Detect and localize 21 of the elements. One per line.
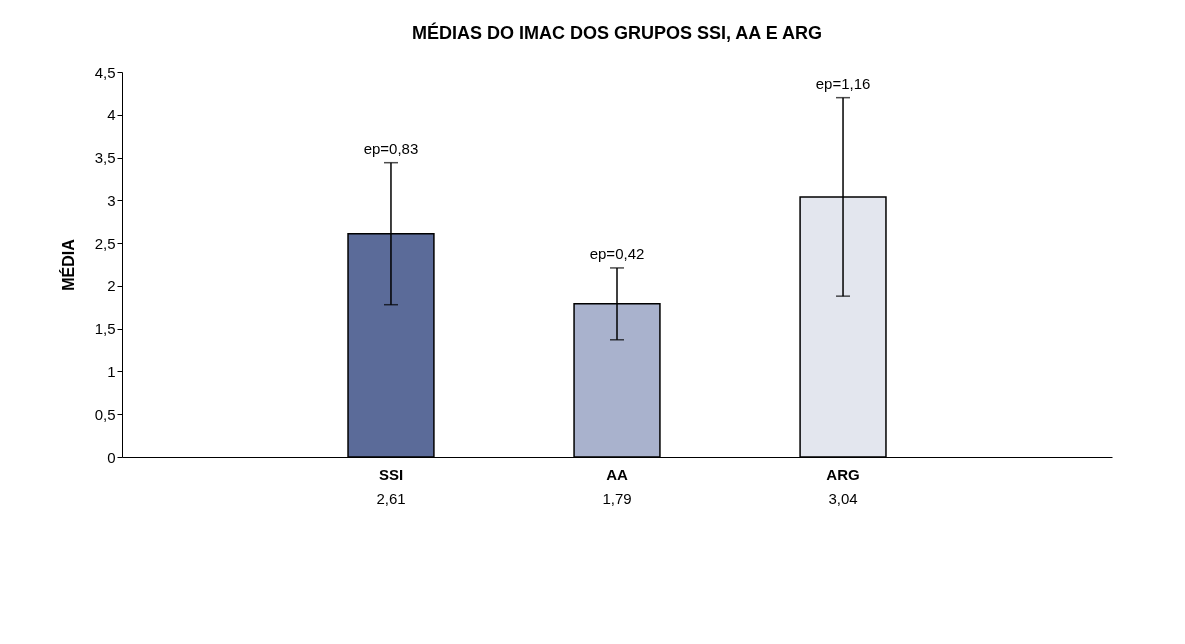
x-tick-label: SSI (378, 465, 404, 483)
data-label: 1,79 (602, 490, 632, 507)
chart-title: MÉDIAS DO IMAC DOS GRUPOS SSI, AA E ARG (411, 22, 823, 43)
x-tick-label: ARG (826, 465, 860, 483)
y-tick-label: 4 (107, 106, 116, 124)
y-tick-label: 1 (107, 362, 116, 380)
y-tick-label: 2 (107, 277, 116, 295)
annotation: ep=0,83 (363, 139, 419, 157)
y-tick-label: 3,5 (94, 149, 116, 167)
y-tick-label: 3 (107, 191, 116, 209)
x-tick-label: AA (606, 465, 628, 483)
y-axis-title: MÉDIA (58, 238, 77, 291)
y-tick-label: 0 (107, 448, 116, 466)
y-tick-label: 2,5 (94, 234, 116, 252)
y-tick-label: 0,5 (94, 405, 116, 423)
y-tick-label: 4,5 (94, 63, 116, 81)
data-label: 3,04 (828, 490, 858, 507)
annotation: ep=1,16 (815, 74, 871, 92)
annotation: ep=0,42 (589, 244, 645, 262)
y-tick-label: 1,5 (94, 320, 116, 338)
data-label: 2,61 (376, 490, 406, 507)
